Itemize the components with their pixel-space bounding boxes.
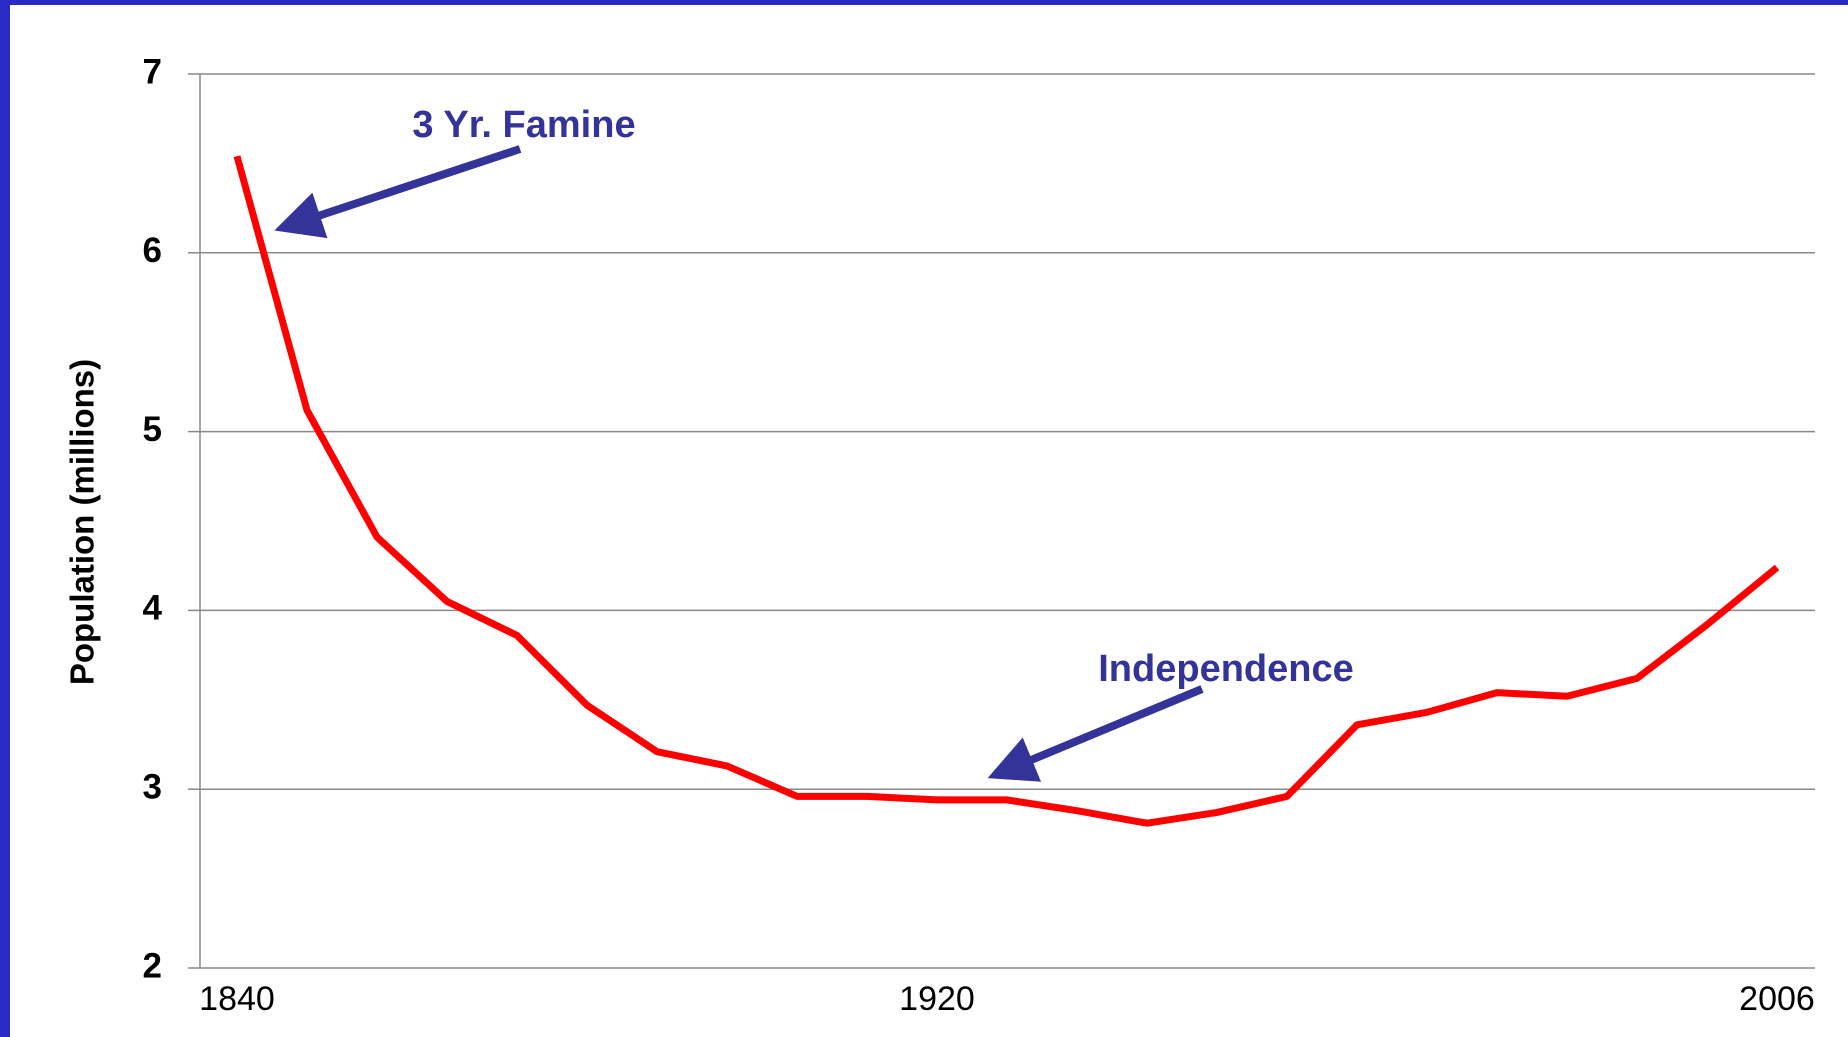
y-tick-label: 4 [143, 589, 163, 628]
x-tick-label: 1920 [899, 980, 975, 1018]
annotation-arrow [987, 685, 1204, 782]
annotation: 3 Yr. Famine [412, 104, 635, 146]
y-tick-label: 5 [143, 410, 162, 449]
annotation-arrow [274, 145, 522, 239]
x-tick-label: 1840 [199, 980, 275, 1018]
y-tick-label: 2 [143, 946, 162, 985]
x-tick-label: 2006 [1739, 980, 1815, 1018]
y-tick-label: 6 [143, 231, 162, 270]
y-axis-label: Population (millions) [64, 359, 101, 685]
annotation: Independence [1098, 648, 1354, 690]
y-tick-label: 7 [143, 52, 162, 91]
data-line [233, 155, 1780, 827]
y-tick-label: 3 [143, 767, 162, 806]
background [10, 5, 1848, 1037]
